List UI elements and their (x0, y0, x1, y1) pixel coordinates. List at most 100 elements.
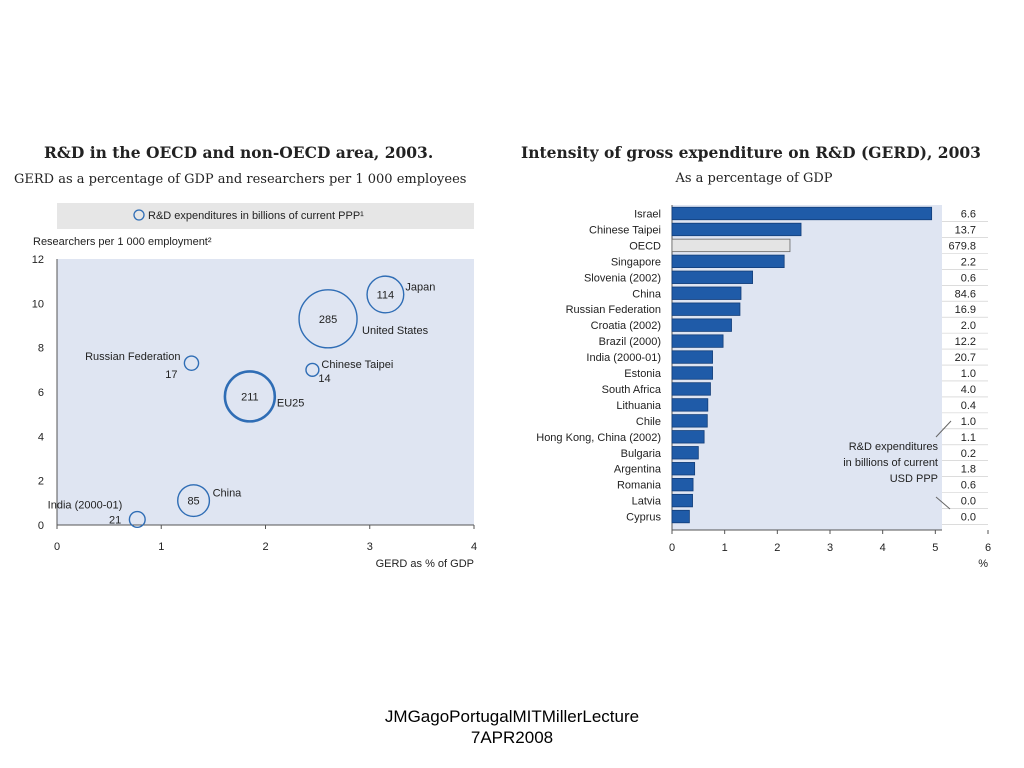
y-tick-label: 8 (38, 343, 44, 355)
annotation-line: in billions of current (843, 457, 938, 469)
point-size-label: 285 (319, 314, 337, 326)
y-tick-label: 10 (32, 298, 44, 310)
x-tick-label: 0 (669, 542, 675, 554)
category-label: Cyprus (626, 512, 661, 524)
category-label: Latvia (632, 496, 662, 508)
category-label: Croatia (2002) (591, 320, 661, 332)
y-tick-label: 4 (38, 431, 44, 443)
bar-romania (671, 477, 694, 492)
point-name-label: EU25 (277, 397, 305, 409)
expenditure-label: 2.0 (961, 320, 976, 332)
expenditure-label: 1.0 (961, 416, 976, 428)
x-tick-label: 1 (722, 542, 728, 554)
annotation-pointer-top (935, 420, 952, 438)
x-tick-label: 4 (471, 541, 477, 553)
category-label: Bulgaria (621, 448, 662, 460)
category-label: India (2000-01) (586, 352, 661, 364)
bubble-india-2000-01- (128, 510, 146, 529)
bubble-eu25 (223, 370, 277, 423)
annotation-pointer-bottom (935, 496, 951, 510)
chart-title: R&D in the OECD and non-OECD area, 2003. (44, 143, 433, 162)
expenditure-label: 13.7 (955, 224, 976, 236)
point-name-label: India (2000-01) (48, 499, 123, 511)
expenditure-label: 0.2 (961, 448, 976, 460)
chart-subtitle: GERD as a percentage of GDP and research… (14, 172, 466, 187)
category-label: Israel (634, 209, 661, 221)
x-tick-label: 1 (158, 541, 164, 553)
bar-latvia (671, 493, 693, 508)
expenditure-label: 0.0 (961, 496, 976, 508)
point-name-label: Russian Federation (85, 351, 180, 363)
bubble-chart: R&D in the OECD and non-OECD area, 2003.… (14, 143, 477, 570)
point-size-label: 17 (165, 369, 177, 381)
point-size-label: 114 (377, 289, 395, 301)
bar-slovenia-2002- (671, 270, 753, 284)
y-tick-label: 2 (38, 476, 44, 488)
x-tick-label: 0 (54, 541, 60, 553)
x-tick-label: 2 (262, 541, 268, 553)
x-tick-label: 3 (827, 542, 833, 554)
plot-area (57, 259, 474, 525)
bubble-china (177, 484, 211, 518)
chart-subtitle: As a percentage of GDP (674, 171, 832, 186)
bar-estonia (671, 366, 713, 380)
point-name-label: Chinese Taipei (321, 359, 393, 371)
legend-bubble-icon (133, 209, 145, 221)
bubble-united-states (298, 289, 358, 349)
y-tick-label: 0 (38, 520, 44, 532)
category-label: China (632, 288, 662, 300)
x-tick-label: 4 (880, 542, 886, 554)
bar-oecd (671, 238, 791, 253)
x-axis-label: GERD as % of GDP (376, 558, 474, 570)
bubble-chinese-taipei (305, 362, 320, 377)
category-label: Russian Federation (566, 304, 661, 316)
bar-argentina (671, 462, 696, 476)
point-name-label: China (213, 488, 243, 500)
footer-line-2: 7APR2008 (470, 728, 554, 747)
y-axis-label: Researchers per 1 000 employment² (33, 236, 212, 248)
bar-russian-federation (671, 302, 741, 316)
expenditure-label: 0.6 (961, 272, 976, 284)
bar-china (671, 286, 742, 300)
y-tick-label: 12 (32, 254, 44, 266)
expenditure-label: 16.9 (955, 304, 976, 316)
bar-hong-kong-china-2002- (671, 430, 705, 444)
category-label: OECD (629, 240, 661, 252)
bar-israel (671, 206, 933, 221)
footer: JMGagoPortugalMITMillerLecture 7APR2008 (0, 706, 1024, 748)
x-tick-label: 2 (774, 542, 780, 554)
category-label: Lithuania (616, 400, 662, 412)
y-tick-label: 6 (38, 387, 44, 399)
category-label: Romania (617, 480, 662, 492)
expenditure-label: 1.0 (961, 368, 976, 380)
annotation-line: USD PPP (890, 473, 938, 485)
legend-text: R&D expenditures in billions of current … (148, 210, 364, 222)
bar-croatia-2002- (671, 318, 732, 332)
expenditure-label: 0.6 (961, 480, 976, 492)
bar-chile (671, 414, 708, 428)
point-size-label: 21 (109, 514, 121, 526)
category-label: South Africa (602, 384, 662, 396)
x-axis-label: % (978, 558, 988, 570)
annotation-line: R&D expenditures (849, 441, 939, 453)
category-label: Singapore (611, 256, 661, 268)
category-label: Argentina (614, 464, 662, 476)
bar-bulgaria (671, 446, 699, 460)
expenditure-label: 1.8 (961, 464, 976, 476)
category-label: Hong Kong, China (2002) (536, 432, 661, 444)
footer-line-1: JMGagoPortugalMITMillerLecture (384, 707, 640, 726)
point-size-label: 85 (187, 496, 199, 508)
category-label: Chile (636, 416, 661, 428)
expenditure-label: 679.8 (948, 240, 976, 252)
point-size-label: 14 (318, 373, 330, 385)
expenditure-label: 20.7 (955, 352, 976, 364)
bar-south-africa (671, 382, 711, 396)
value-column (942, 205, 988, 530)
expenditure-label: 1.1 (961, 432, 976, 444)
x-tick-label: 6 (985, 542, 991, 554)
bar-chart: Intensity of gross expenditure on R&D (G… (521, 143, 991, 570)
bar-chinese-taipei (671, 222, 802, 237)
bar-india-2000-01- (671, 350, 713, 364)
category-label: Slovenia (2002) (584, 272, 661, 284)
expenditure-label: 6.6 (961, 209, 976, 221)
